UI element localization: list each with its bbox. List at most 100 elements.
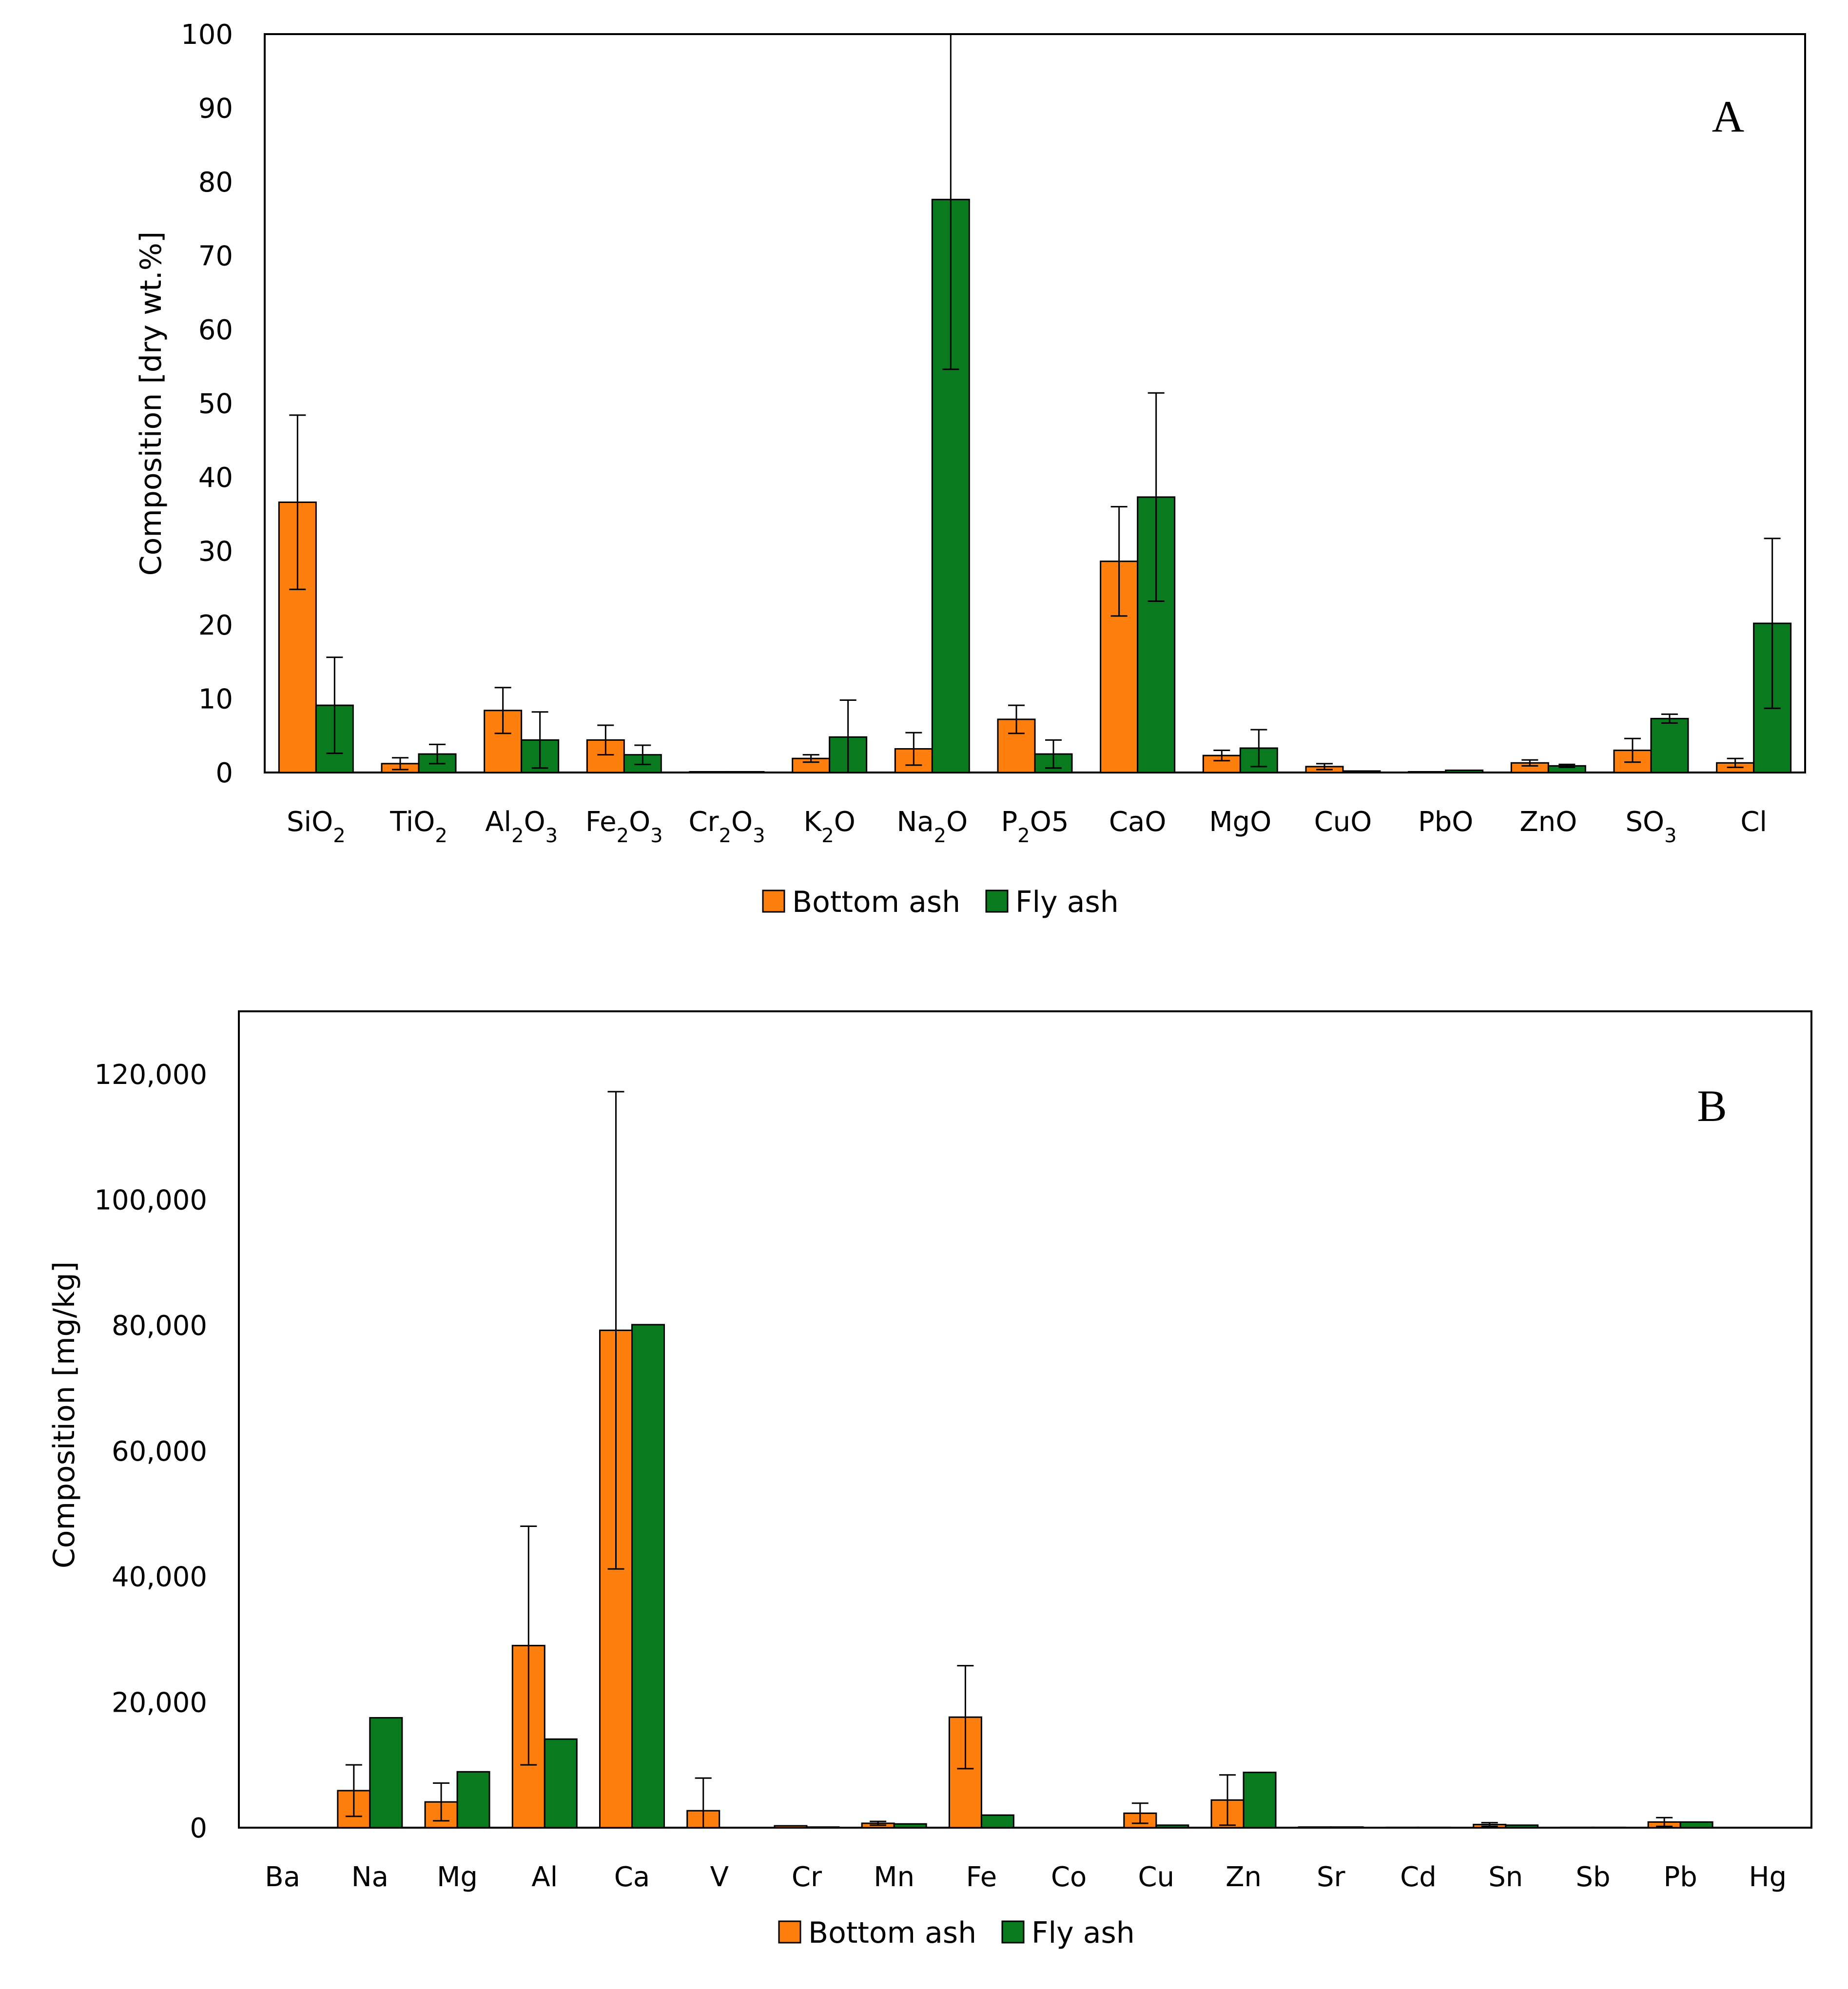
panel-a-y-ticks: 0 10 20 30 40 50 60 70 80 90 100	[181, 19, 233, 789]
panel-b-error-bar-bottom-ash-fe	[957, 1665, 974, 1770]
panel-a-x-tick-label-zno: ZnO	[1519, 806, 1577, 838]
panel-b-legend: Bottom ash Fly ash	[778, 1916, 1135, 1950]
panel-b-bar-fly-ash-cr	[806, 1826, 840, 1829]
panel-a-error-bar-bottom-ash-al2o3	[494, 687, 511, 734]
panel-b-bar-fly-ash-sb	[1592, 1826, 1626, 1829]
panel-a-error-bar-bottom-ash-cuo	[1316, 763, 1333, 771]
panel-b-error-bar-bottom-ash-na	[345, 1764, 362, 1817]
panel-a-plot-frame	[264, 33, 1806, 773]
panel-a-bar-fly-ash-pbo	[1445, 769, 1484, 773]
panel-a-x-tick-label-cao: CaO	[1109, 806, 1167, 838]
panel-a-x-ticks: SiO2 TiO2 Al2O3 Fe2O3 Cr2O3 K2O Na2O P2O5 CaO MgO…	[287, 806, 1767, 847]
panel-a-error-bar-fly-ash-al2o3	[531, 711, 548, 769]
panel-a-x-tick-label-fe2o3: Fe2O3	[585, 806, 663, 847]
panel-a-x-tick-label-mgo: MgO	[1209, 806, 1271, 838]
panel-a-error-bar-bottom-ash-tio2	[392, 757, 409, 771]
panel-a-y-tick-label: 30	[198, 536, 233, 568]
panel-b-bar-fly-ash-ca	[631, 1324, 665, 1829]
panel-a-error-bar-fly-ash-cl	[1764, 538, 1781, 709]
panel-b-bars	[337, 1324, 1713, 1829]
panel-b-error-bar-bottom-ash-mg	[433, 1782, 450, 1822]
panel-b-bar-fly-ash-sr	[1330, 1826, 1364, 1829]
panel-b-x-tick-label-al: Al	[531, 1861, 558, 1893]
panel-b-y-tick-label: 120,000	[94, 1059, 207, 1091]
panel-a-error-bar-fly-ash-zno	[1558, 763, 1576, 768]
panel-a-x-tick-label-tio2: TiO2	[389, 806, 447, 847]
panel-a-error-bar-bottom-ash-p2o5	[1008, 704, 1025, 734]
panel-b-bar-bottom-ash-sb	[1560, 1826, 1594, 1829]
panel-a-y-tick-label: 80	[198, 167, 233, 198]
panel-b-x-tick-label-cu: Cu	[1138, 1861, 1175, 1893]
panel-b-x-tick-label-mg: Mg	[437, 1861, 478, 1893]
panel-b-x-tick-label-mn: Mn	[874, 1861, 914, 1893]
panel-a-bar-bottom-ash-al2o3	[484, 710, 523, 773]
panel-a-error-bar-fly-ash-mgo	[1250, 729, 1267, 768]
panel-a-y-tick-label: 0	[215, 757, 233, 789]
panel-b-y-ticks: 0 20,000 40,000 60,000 80,000 100,000 120,000	[94, 1059, 207, 1844]
panel-b-x-ticks: Ba Na Mg Al Ca V Cr Mn Fe Co Cu Zn Sr Cd Sn Sb Pb Hg	[265, 1861, 1787, 1893]
panel-a-error-bar-fly-ash-na2o	[942, 34, 959, 370]
panel-a-y-tick-label: 40	[198, 462, 233, 494]
panel-b-error-bar-bottom-ash-al	[520, 1526, 537, 1766]
panel-b-bar-fly-ash-mn	[893, 1823, 927, 1829]
panel-b-error-bar-bottom-ash-v	[695, 1777, 712, 1829]
panel-a-x-tick-label-na2o: Na2O	[896, 806, 968, 847]
panel-b-y-tick-label: 100,000	[94, 1185, 207, 1217]
panel-a-x-tick-label-pbo: PbO	[1418, 806, 1473, 838]
panel-b-plot-frame	[238, 1010, 1812, 1829]
panel-b-label: B	[1697, 1081, 1727, 1131]
panel-a-bar-bottom-ash-fe2o3	[586, 739, 625, 773]
panel-a-label: A	[1712, 92, 1744, 141]
panel-b-x-tick-label-co: Co	[1051, 1861, 1087, 1893]
panel-a-error-bar-bottom-ash-fe2o3	[597, 724, 614, 756]
panel-a-legend-swatch-fly-ash	[985, 889, 1009, 913]
panel-b-bar-fly-ash-zn	[1243, 1772, 1277, 1829]
panel-b-legend-swatch-bottom-ash	[778, 1920, 801, 1944]
panel-b-x-tick-label-sb: Sb	[1576, 1861, 1610, 1893]
panel-a-error-bar-bottom-ash-na2o	[905, 732, 922, 766]
panel-a-legend: Bottom ash Fly ash	[762, 885, 1119, 919]
panel-b-y-tick-label: 40,000	[112, 1562, 207, 1593]
panel-b-y-tick-label: 60,000	[112, 1436, 207, 1468]
panel-a-legend-swatch-bottom-ash	[762, 889, 785, 913]
panel-a-y-tick-label: 50	[198, 388, 233, 420]
panel-a-error-bar-bottom-ash-sio2	[289, 414, 306, 590]
panel-b-error-bar-bottom-ash-sn	[1481, 1822, 1498, 1827]
panel-a-bar-fly-ash-cuo	[1342, 770, 1381, 773]
panel-b-y-tick-label: 0	[190, 1813, 207, 1844]
panel-b-legend-label-bottom-ash: Bottom ash	[808, 1916, 976, 1950]
panel-a-y-tick-label: 90	[198, 93, 233, 125]
panel-b-x-tick-label-zn: Zn	[1226, 1861, 1262, 1893]
panel-b-bar-fly-ash-cu	[1155, 1824, 1189, 1829]
panel-a-error-bar-bottom-ash-cao	[1110, 506, 1128, 617]
panel-b-legend-swatch-fly-ash	[1001, 1920, 1025, 1944]
panel-b: B Composition [mg/kg] 0 20,000 40,000 60,00…	[47, 1010, 1812, 1950]
panel-a-y-tick-label: 70	[198, 241, 233, 272]
panel-a-error-bar-bottom-ash-zno	[1521, 759, 1538, 767]
panel-a-y-tick-label: 20	[198, 610, 233, 641]
panel-a-legend-label-fly-ash: Fly ash	[1015, 885, 1119, 919]
panel-b-bar-bottom-ash-cd	[1385, 1826, 1419, 1829]
panel-a-error-bar-bottom-ash-k2o	[802, 754, 819, 763]
panel-b-error-bar-bottom-ash-cu	[1131, 1802, 1148, 1824]
panel-a-x-tick-label-cl: Cl	[1740, 806, 1767, 838]
panel-a-error-bar-fly-ash-cao	[1148, 392, 1165, 602]
panel-b-error-bar-bottom-ash-mn	[870, 1820, 887, 1826]
panel-b-bar-bottom-ash-cr	[774, 1825, 808, 1829]
panel-a-error-bar-fly-ash-k2o	[839, 699, 856, 773]
panel-b-bar-fly-ash-fe	[980, 1814, 1014, 1829]
panel-a-error-bars	[289, 34, 1781, 773]
panel-b-x-tick-label-sr: Sr	[1317, 1861, 1346, 1893]
panel-b-x-tick-label-na: Na	[351, 1861, 389, 1893]
panel-a-legend-label-bottom-ash: Bottom ash	[792, 885, 960, 919]
panel-a-x-tick-label-al2o3: Al2O3	[485, 806, 558, 847]
panel-b-x-tick-label-cd: Cd	[1400, 1861, 1437, 1893]
panel-a-error-bar-fly-ash-sio2	[326, 657, 343, 754]
panel-a-error-bar-bottom-ash-cl	[1727, 757, 1744, 768]
panel-a-x-tick-label-p2o5: P2O5	[1001, 806, 1069, 847]
panel-b-bar-bottom-ash-cu	[1123, 1812, 1157, 1829]
panel-b-x-tick-label-sn: Sn	[1488, 1861, 1523, 1893]
panel-a-error-bar-bottom-ash-so3	[1624, 737, 1641, 763]
panel-b-error-bars	[345, 1091, 1673, 1829]
